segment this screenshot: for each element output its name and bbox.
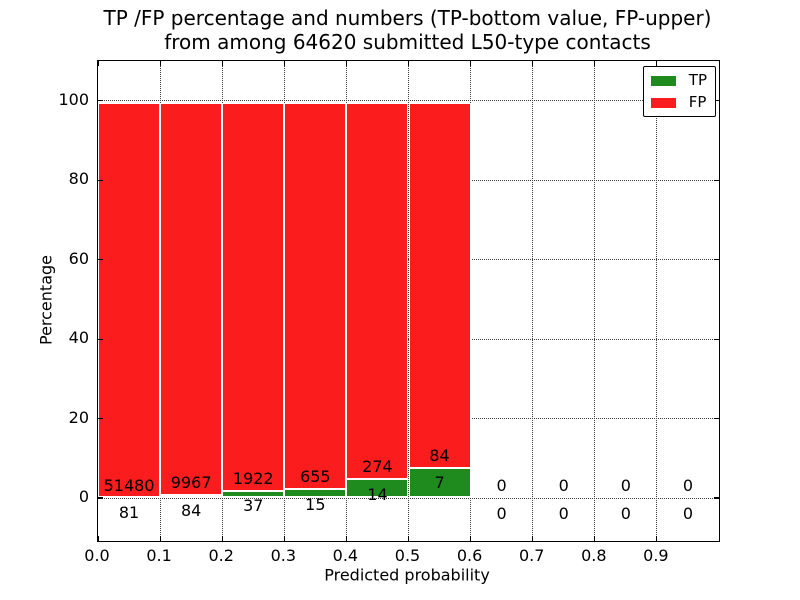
chart-title: TP /FP percentage and numbers (TP-bottom… — [97, 6, 718, 54]
tp-count-label: 81 — [118, 503, 140, 523]
x-tick-label: 0.3 — [270, 546, 297, 565]
x-axis-tick-top — [594, 61, 596, 66]
x-tick-label: 0.1 — [146, 546, 172, 565]
x-axis-tick-top — [470, 61, 472, 66]
gridline-horizontal — [98, 497, 719, 499]
x-axis-tick — [221, 536, 223, 541]
y-axis-tick-right — [714, 497, 719, 499]
x-axis-tick — [594, 536, 596, 541]
legend: TP FP — [642, 66, 716, 117]
fp-bar-segment — [160, 102, 223, 495]
x-axis-tick — [470, 536, 472, 541]
fp-count-label: 51480 — [103, 475, 155, 495]
fp-bar-segment — [222, 102, 285, 491]
tp-count-label: 0 — [620, 503, 631, 523]
fp-bar-segment — [408, 102, 471, 468]
fp-count-label: 0 — [496, 476, 507, 496]
y-tick-label: 40 — [68, 328, 89, 348]
plot-area: TP FP 51480 81 9967 84 1922 37 655 15 274 14 84 7 0 0… — [97, 60, 720, 542]
fp-count-label: 274 — [362, 456, 393, 476]
x-axis-tick — [97, 536, 99, 541]
x-axis-tick — [159, 536, 161, 541]
y-axis-tick — [98, 179, 103, 181]
x-tick-label: 0.8 — [581, 546, 607, 565]
fp-bar-segment — [346, 102, 409, 479]
gridline-vertical — [656, 61, 658, 541]
y-axis-tick — [98, 338, 103, 340]
tp-count-label: 14 — [367, 484, 388, 504]
y-axis-tick-right — [714, 179, 719, 181]
legend-item-tp: TP — [650, 71, 707, 89]
y-tick-label: 60 — [68, 248, 89, 268]
fp-legend-label: FP — [688, 93, 707, 111]
x-axis-tick — [407, 536, 410, 541]
gridline-vertical — [532, 61, 534, 541]
y-axis-tick-right — [714, 338, 719, 340]
tp-bar-segment — [346, 478, 409, 498]
tp-legend-swatch — [650, 75, 676, 86]
x-axis-tick-top — [345, 61, 347, 66]
y-axis-tick-right — [714, 259, 719, 261]
x-tick-label: 0.4 — [332, 546, 359, 565]
fp-count-label: 0 — [558, 476, 569, 496]
x-axis-tick-top — [532, 61, 534, 66]
fp-bar-segment — [98, 102, 161, 498]
tp-count-label: 37 — [243, 496, 264, 516]
tp-count-label: 84 — [180, 500, 202, 520]
fp-legend-swatch — [650, 97, 676, 108]
gridline-horizontal — [98, 100, 719, 102]
y-axis-tick — [98, 259, 103, 261]
x-axis-tick-top — [283, 61, 285, 66]
x-tick-label: 0.5 — [394, 546, 421, 565]
tp-bar-segment — [408, 467, 471, 498]
y-axis-tick — [98, 418, 103, 420]
tp-legend-label: TP — [688, 71, 707, 89]
y-axis-tick — [98, 100, 103, 102]
fp-count-label: 655 — [300, 467, 331, 487]
x-tick-label: 0.0 — [84, 546, 110, 565]
x-axis-tick-top — [97, 61, 99, 66]
gridline-vertical — [594, 61, 596, 541]
tp-bar-segment — [284, 489, 347, 498]
x-axis-tick — [532, 536, 534, 541]
x-tick-label: 0.2 — [208, 546, 234, 565]
y-tick-label: 0 — [78, 487, 89, 507]
y-tick-label: 20 — [68, 407, 89, 427]
tp-count-label: 0 — [682, 503, 694, 523]
x-axis-tick-top — [407, 61, 410, 66]
fp-count-label: 9967 — [170, 472, 212, 492]
chart-title-line1: TP /FP percentage and numbers (TP-bottom… — [103, 6, 712, 30]
fp-count-label: 0 — [620, 476, 631, 496]
x-axis-tick-top — [656, 61, 658, 66]
fp-count-label: 84 — [429, 445, 450, 465]
x-tick-label: 0.9 — [643, 546, 669, 565]
y-axis-tick — [98, 497, 103, 499]
x-axis-title: Predicted probability — [324, 565, 490, 585]
tp-count-label: 0 — [496, 503, 507, 523]
fp-count-label: 1922 — [232, 468, 274, 488]
y-axis-tick-right — [714, 100, 719, 102]
x-axis-tick — [656, 536, 658, 541]
fp-count-label: 0 — [682, 476, 694, 496]
x-axis-tick — [345, 536, 347, 541]
tp-bar-segment — [160, 494, 223, 498]
gridline-vertical — [470, 61, 472, 541]
x-axis-tick-top — [159, 61, 161, 66]
tp-count-label: 0 — [558, 503, 569, 523]
y-tick-label: 80 — [68, 169, 89, 189]
x-axis-tick — [283, 536, 285, 541]
tp-count-label: 15 — [305, 495, 326, 515]
chart-title-line2: from among 64620 submitted L50-type cont… — [164, 30, 651, 54]
tp-count-label: 7 — [434, 473, 445, 493]
y-axis-tick-right — [714, 418, 719, 420]
x-tick-label: 0.7 — [518, 546, 545, 565]
tp-bar-segment — [222, 490, 285, 498]
fp-bar-segment — [284, 102, 347, 490]
legend-item-fp: FP — [650, 93, 707, 111]
x-axis-tick-top — [221, 61, 223, 66]
y-tick-label: 100 — [58, 89, 89, 109]
x-tick-label: 0.6 — [456, 546, 483, 565]
